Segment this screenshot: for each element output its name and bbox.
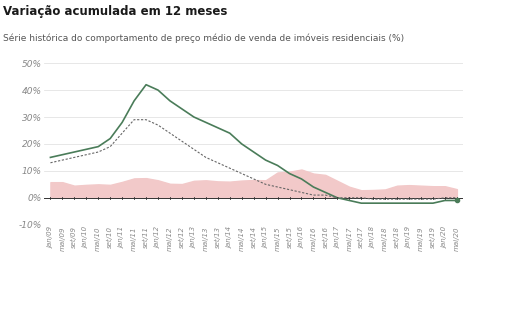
- Text: ago/20: ago/20: [469, 178, 500, 187]
- Text: Variação acumulada em 12 meses: Variação acumulada em 12 meses: [3, 5, 227, 18]
- Text: Série histórica do comportamento de preço médio de venda de imóveis residenciais: Série histórica do comportamento de preç…: [3, 34, 404, 43]
- Text: -0,73%: -0,73%: [469, 192, 500, 201]
